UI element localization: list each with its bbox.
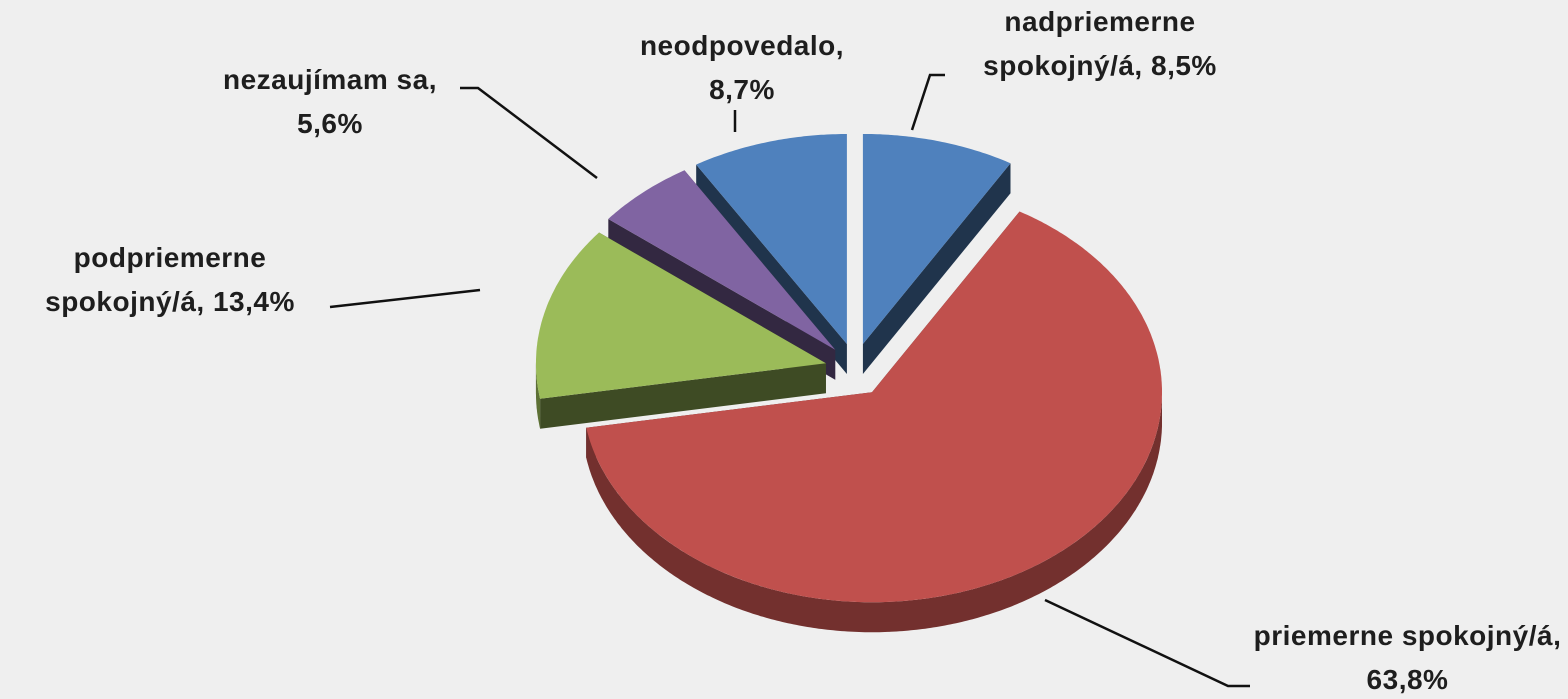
- slice-wall: [862, 163, 1011, 374]
- slice: [535, 232, 826, 429]
- value-label: 63,8%: [1366, 664, 1449, 695]
- slice-side: [535, 363, 541, 429]
- value-label: 8,7%: [709, 74, 775, 105]
- leader-line: [460, 86, 598, 179]
- data-label: neodpovedalo, 8,7%: [617, 24, 867, 112]
- category-label: nezaujímam sa,: [223, 64, 437, 95]
- data-label: priemerne spokojný/á, 63,8%: [1250, 614, 1565, 699]
- category-label: nadpriemerne spokojný/á,: [983, 6, 1196, 81]
- value-label: 5,6%: [297, 108, 363, 139]
- value-label: 13,4%: [212, 286, 295, 317]
- leader-line: [1044, 598, 1250, 688]
- slice-top: [862, 134, 1011, 344]
- slice-top: [535, 232, 826, 399]
- category-label: priemerne spokojný/á,: [1253, 620, 1562, 651]
- data-label: nadpriemerne spokojný/á, 8,5%: [945, 0, 1255, 88]
- slice: [862, 134, 1011, 374]
- slice-top: [696, 134, 847, 344]
- category-label: podpriemerne spokojný/á,: [45, 242, 267, 317]
- slice-top: [608, 170, 836, 350]
- slice-wall: [540, 363, 826, 429]
- leader-line: [910, 73, 945, 131]
- slices: [535, 134, 1162, 633]
- slice-top: [586, 211, 1162, 603]
- data-label: podpriemerne spokojný/á, 13,4%: [15, 236, 325, 324]
- data-label: nezaujímam sa, 5,6%: [195, 58, 465, 146]
- slice: [586, 211, 1162, 633]
- value-label: 8,5%: [1151, 50, 1217, 81]
- leader-line: [329, 288, 481, 309]
- category-label: neodpovedalo,: [639, 30, 845, 61]
